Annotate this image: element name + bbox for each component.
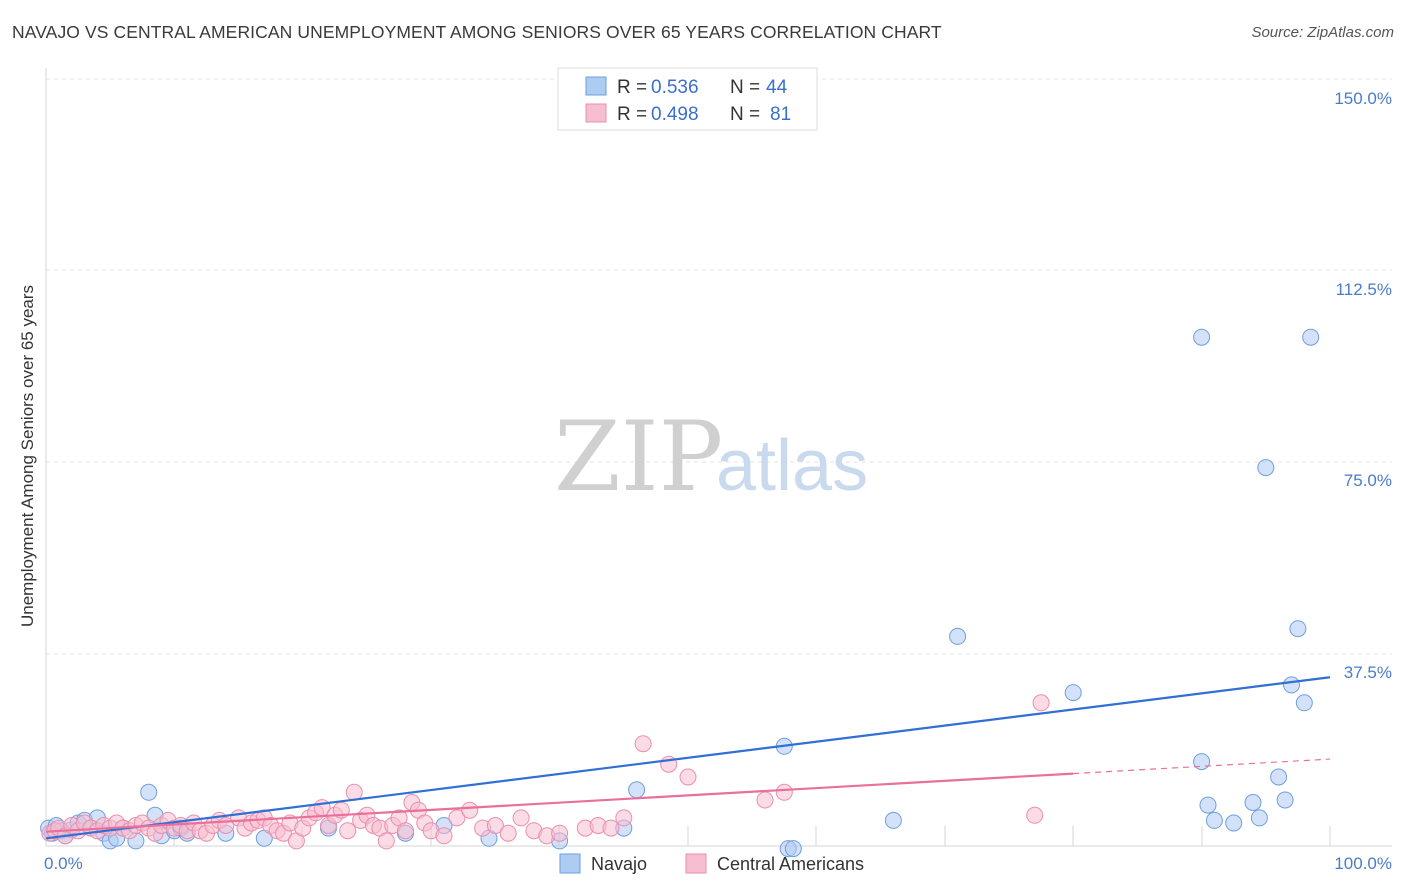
- point-navajo-46: [1283, 676, 1300, 694]
- point-central-americans-73: [615, 809, 633, 827]
- point-central-americans-69: [551, 824, 569, 842]
- series-legend: Navajo Central Americans: [559, 853, 864, 874]
- legend-n-value-navajo: 44: [766, 77, 788, 98]
- watermark-zip: ZIP: [554, 401, 723, 513]
- point-central-americans-76: [679, 768, 697, 786]
- x-tick-label-0: 0.0%: [44, 854, 83, 873]
- legend-r-label-central-americans: R =: [617, 104, 647, 125]
- point-central-americans-65: [499, 824, 517, 842]
- point-navajo-47: [1289, 620, 1307, 638]
- point-central-americans-60: [435, 827, 453, 845]
- legend-r-label-navajo: R =: [617, 77, 647, 98]
- point-navajo-15: [140, 783, 158, 801]
- source-label: Source: ZipAtlas.com: [1251, 24, 1394, 41]
- gridlines: [46, 78, 1392, 655]
- legend-swatch-navajo: [585, 76, 607, 96]
- point-navajo-29: [628, 781, 646, 799]
- point-navajo-41: [1244, 794, 1262, 811]
- trend-line-navajo: [45, 676, 1331, 840]
- point-central-americans-52: [377, 832, 395, 850]
- trend-line-central-americans: [45, 772, 1074, 833]
- chart-title: NAVAJO VS CENTRAL AMERICAN UNEMPLOYMENT …: [12, 22, 942, 42]
- y-tick-label-75: 75.0%: [1344, 471, 1392, 490]
- point-navajo-34: [949, 627, 967, 645]
- bottom-legend-swatch-central-americans: [685, 853, 707, 874]
- point-central-americans-62: [461, 801, 479, 819]
- legend-n-value-central-americans: 81: [770, 104, 791, 125]
- point-navajo-33: [884, 811, 902, 829]
- trend-line-extension-central-americans: [1073, 758, 1331, 775]
- point-central-americans-64: [486, 817, 504, 834]
- point-central-americans-74: [634, 735, 652, 753]
- y-tick-label-112-5: 112.5%: [1336, 280, 1392, 299]
- point-navajo-49: [1302, 328, 1320, 346]
- point-central-americans-66: [512, 809, 530, 827]
- point-central-americans-46: [339, 822, 357, 840]
- point-navajo-42: [1250, 809, 1268, 827]
- legend-n-label-navajo: N =: [730, 77, 760, 98]
- point-navajo-38: [1199, 796, 1217, 814]
- data-layer: [40, 328, 1331, 858]
- point-central-americans-80: [1032, 694, 1050, 712]
- point-navajo-45: [1276, 791, 1294, 809]
- bottom-legend-label-navajo: Navajo: [591, 854, 647, 874]
- point-navajo-35: [1064, 684, 1082, 702]
- point-central-americans-61: [448, 809, 466, 827]
- point-central-americans-55: [397, 822, 414, 840]
- legend-n-label-central-americans: N =: [730, 104, 760, 125]
- point-navajo-48: [1295, 694, 1313, 712]
- legend-r-value-navajo: 0.536: [651, 77, 699, 98]
- point-navajo-43: [1257, 459, 1275, 477]
- watermark-atlas: atlas: [716, 426, 868, 506]
- point-navajo-36: [1193, 328, 1211, 346]
- point-central-americans-78: [775, 783, 793, 801]
- point-navajo-39: [1205, 811, 1223, 829]
- point-navajo-44: [1270, 768, 1288, 786]
- point-central-americans-79: [1026, 806, 1044, 824]
- y-tick-label-150: 150.0%: [1334, 89, 1392, 108]
- legend-swatch-central-americans: [585, 103, 607, 123]
- point-navajo-32: [784, 840, 802, 858]
- x-tick-label-100: 100.0%: [1334, 854, 1392, 873]
- y-tick-label-37-5: 37.5%: [1344, 663, 1392, 682]
- point-navajo-40: [1225, 814, 1243, 832]
- point-central-americans-77: [756, 791, 774, 809]
- y-axis-label: Unemployment Among Seniors over 65 years: [18, 285, 37, 627]
- point-central-americans-72: [602, 819, 620, 837]
- bottom-legend-label-central-americans: Central Americans: [717, 854, 864, 874]
- legend-r-value-central-americans: 0.498: [651, 104, 699, 125]
- bottom-legend-swatch-navajo: [559, 853, 581, 874]
- stats-legend: R = 0.536 N = 44 R = 0.498 N = 81: [557, 67, 818, 131]
